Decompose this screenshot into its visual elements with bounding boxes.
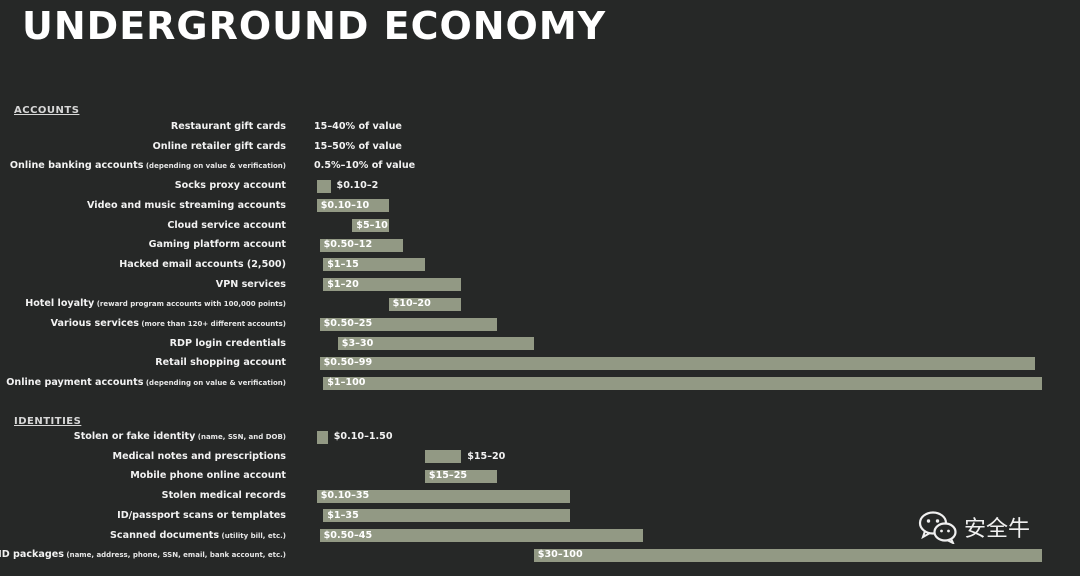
bar [533, 548, 1042, 562]
row-label-note: (more than 120+ different accounts) [138, 320, 286, 328]
row-label-note: (name, address, phone, SSN, email, bank … [63, 551, 286, 560]
row-label: Online retailer gift cards [153, 141, 286, 152]
bar [388, 297, 462, 311]
value-label: $5–10 [356, 219, 388, 231]
value-label: 15–40% of value [314, 121, 402, 132]
row-label-note: (depending on value & verification) [143, 379, 286, 388]
row-label: Stolen medical records [162, 490, 286, 501]
value-label: $10–20 [392, 298, 431, 310]
row-label: Scanned documents (utility bill, etc.) [110, 530, 286, 541]
section-heading-identities: IDENTITIES [14, 416, 82, 427]
value-label: $0.50–45 [323, 529, 373, 541]
row-label-note: (reward program accounts with 100,000 po… [94, 300, 286, 309]
bar [352, 219, 389, 232]
row-label: RDP login credentials [170, 338, 286, 349]
watermark-text: 安全牛 [964, 517, 1031, 542]
row-label: Retail shopping account [155, 357, 286, 368]
value-label: $15–25 [428, 470, 468, 482]
value-label: $0.10–35 [320, 490, 370, 502]
row-label: Mobile phone online account [130, 470, 286, 481]
row-label: Restaurant gift cards [171, 121, 286, 132]
value-label: 15–50% of value [314, 140, 402, 152]
bar [323, 509, 571, 523]
row-label-text: ID/passport scans or templates [117, 509, 286, 521]
bar [319, 238, 404, 252]
value-label: $1–100 [327, 377, 366, 389]
value-label: $1–15 [327, 258, 359, 270]
row-label-text: Restaurant gift cards [170, 121, 286, 132]
value-label: $1–35 [327, 509, 359, 521]
value-label: $0.10–1.50 [333, 431, 393, 442]
row-label: Video and music streaming accounts [87, 200, 286, 211]
bar [424, 450, 462, 464]
bar [424, 469, 498, 483]
section-heading-accounts: ACCOUNTS [14, 105, 80, 116]
row-label: Hacked email accounts (2,500) [119, 259, 286, 270]
bar [319, 317, 498, 331]
row-label-text: Hotel loyalty [25, 298, 95, 310]
row-label-text: Stolen or fake identity [73, 431, 196, 442]
row-label: Online banking accounts (depending on va… [10, 160, 286, 171]
bar [316, 430, 328, 444]
row-label-text: Online payment accounts [6, 377, 144, 389]
row-label: Hotel loyalty (reward program accounts w… [25, 298, 286, 309]
bar [316, 489, 571, 503]
bar [323, 278, 462, 292]
row-label-text: Cloud service account [167, 219, 286, 231]
row-label-text: Online banking accounts [9, 160, 144, 172]
value-label: $0.50–12 [323, 239, 373, 251]
page-title: UNDERGROUND ECONOMY [22, 4, 607, 48]
row-label-text: VPN services [215, 278, 286, 290]
value-label: $0.50–25 [323, 318, 373, 329]
row-label-text: Gaming platform account [148, 239, 286, 251]
value-label: $0.50–99 [323, 357, 373, 369]
row-label-text: Medical notes and prescriptions [112, 450, 286, 462]
row-label: ID/passport scans or templates [117, 510, 286, 521]
row-label: Full ID packages (name, address, phone, … [0, 549, 286, 560]
row-label: Socks proxy account [175, 180, 286, 191]
row-label: Gaming platform account [149, 239, 286, 250]
row-label-text: Retail shopping account [155, 357, 286, 369]
row-label-text: Mobile phone online account [130, 470, 286, 482]
bar [319, 356, 1035, 370]
row-label-text: Video and music streaming accounts [87, 199, 286, 211]
value-label: $15–20 [467, 450, 506, 462]
row-label-note: (depending on value & verification) [143, 162, 286, 171]
bar [323, 258, 425, 272]
wechat-icon [918, 511, 957, 544]
row-label-text: Stolen medical records [161, 490, 286, 502]
watermark: 安全牛 [918, 510, 1030, 544]
bar [316, 199, 389, 213]
row-label: Stolen or fake identity (name, SSN, and … [74, 431, 286, 442]
row-label: Cloud service account [167, 220, 286, 231]
bar [319, 529, 643, 542]
value-label: $0.10–2 [336, 180, 379, 192]
row-label-text: RDP login credentials [169, 337, 286, 349]
value-label: $0.10–10 [320, 199, 370, 211]
bar [316, 179, 331, 193]
row-label: Medical notes and prescriptions [113, 451, 286, 462]
value-label: $3–30 [341, 337, 374, 349]
value-label: $30–100 [537, 549, 583, 561]
row-label-text: Scanned documents [110, 529, 220, 541]
row-label-note: (utility bill, etc.) [219, 531, 287, 540]
row-label: VPN services [216, 279, 286, 290]
value-label: 0.5%–10% of value [314, 160, 416, 172]
row-label: Various services (more than 120+ differe… [51, 318, 286, 329]
row-label-text: Hacked email accounts (2,500) [119, 258, 286, 270]
row-label-text: Full ID packages [0, 549, 64, 561]
row-label: Online payment accounts (depending on va… [6, 377, 286, 388]
row-label-note: (name, SSN, and DOB) [195, 433, 286, 441]
bar [337, 337, 534, 351]
row-label-text: Online retailer gift cards [152, 140, 286, 152]
row-label-text: Socks proxy account [174, 180, 286, 192]
value-label: $1–20 [327, 278, 359, 290]
bar [323, 376, 1042, 390]
row-label-text: Various services [50, 318, 139, 329]
